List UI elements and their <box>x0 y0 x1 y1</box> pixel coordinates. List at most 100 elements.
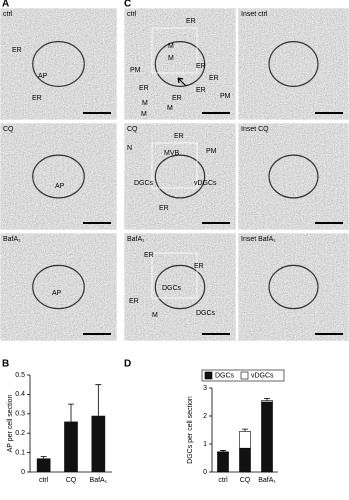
legend-label: vDGCs <box>251 372 274 379</box>
panel-label: A <box>2 0 9 10</box>
bar <box>64 421 78 472</box>
image-frame <box>123 7 237 121</box>
error-bar <box>264 397 270 401</box>
y-tick-label: 0 <box>21 469 25 476</box>
bar-segment <box>217 451 229 453</box>
y-tick-label: 0.1 <box>15 449 25 456</box>
panel-label: C <box>124 0 131 10</box>
image-label: ER <box>144 252 154 259</box>
organelle <box>268 154 319 199</box>
image-label: AP <box>55 183 65 190</box>
em-texture <box>238 8 349 120</box>
x-tick-label: CQ <box>66 477 77 484</box>
image-frame <box>123 122 237 231</box>
y-tick-label: 2 <box>203 413 207 420</box>
em-texture <box>124 123 236 230</box>
image-label: DGCs <box>196 310 216 317</box>
inset-box <box>151 27 198 74</box>
bar <box>91 415 106 472</box>
image-label: ER <box>209 75 219 82</box>
image-frame <box>0 7 118 121</box>
organelle <box>154 40 206 87</box>
image-frame <box>0 122 118 231</box>
image-label: ER <box>196 63 206 70</box>
image-label: M <box>168 55 174 62</box>
organelle <box>268 264 319 310</box>
image-label: DGCs <box>162 285 182 292</box>
image-title: ctrl <box>3 11 13 18</box>
inset-box <box>151 252 198 299</box>
image-label: DGCs <box>134 180 154 187</box>
image-frame <box>237 232 349 342</box>
image-label: vDGCs <box>194 180 217 187</box>
legend-label: DGCs <box>215 372 235 379</box>
y-tick-label: 0.5 <box>15 372 25 379</box>
image-title: CQ <box>127 126 138 133</box>
image-title: Inset CQ <box>241 126 269 133</box>
x-tick-label: ctrl <box>39 477 49 484</box>
image-title: BafA₁ <box>127 236 145 243</box>
arrow <box>177 77 187 87</box>
image-frame <box>237 7 349 121</box>
image-frame <box>0 232 118 342</box>
image-label: AP <box>52 290 62 297</box>
inset-box <box>151 142 198 189</box>
em-texture <box>0 123 117 230</box>
image-label: ER <box>12 47 22 54</box>
error-bar <box>242 428 248 432</box>
organelle <box>32 40 85 87</box>
image-label: ER <box>32 95 42 102</box>
em-texture <box>124 8 236 120</box>
image-title: Inset ctrl <box>241 11 268 18</box>
x-tick-label: BafA₁ <box>258 477 276 484</box>
bar-segment <box>217 452 229 473</box>
em-texture <box>0 8 117 120</box>
organelle <box>32 264 85 310</box>
image-label: ER <box>172 95 182 102</box>
bar <box>36 458 51 472</box>
image-label: ER <box>159 205 169 212</box>
y-tick-label: 0.3 <box>15 411 25 418</box>
image-label: M <box>167 105 173 112</box>
y-axis-label: AP per cell section <box>7 394 14 452</box>
image-label: ER <box>186 18 196 25</box>
legend-swatch <box>240 371 249 380</box>
image-title: ctrl <box>127 11 137 18</box>
x-tick-label: CQ <box>240 477 251 484</box>
image-label: M <box>142 100 148 107</box>
y-tick-label: 0.4 <box>15 391 25 398</box>
bar-segment <box>239 431 251 449</box>
panel-label: B <box>2 359 9 370</box>
error-bar <box>220 450 226 452</box>
organelle <box>268 40 319 87</box>
image-label: ER <box>129 298 139 305</box>
image-label: MVB <box>164 150 180 157</box>
error-bar <box>40 456 47 459</box>
bar-segment <box>239 447 251 473</box>
organelle <box>154 154 206 199</box>
image-label: M <box>141 111 147 118</box>
y-axis-label: DGCs per cell section <box>187 396 194 464</box>
image-label: PM <box>220 93 231 100</box>
y-tick-label: 0 <box>203 469 207 476</box>
y-tick-label: 1 <box>203 441 207 448</box>
image-label: PM <box>130 67 141 74</box>
image-frame <box>237 122 349 231</box>
error-bar <box>95 384 102 416</box>
image-label: ER <box>196 87 206 94</box>
em-texture <box>238 123 349 230</box>
bar-segment <box>261 400 273 403</box>
image-label: N <box>127 145 132 152</box>
image-label: M <box>152 312 158 319</box>
x-tick-label: BafA₁ <box>90 477 108 484</box>
image-title: Inset BafA₁ <box>241 236 276 243</box>
error-bar <box>68 403 74 422</box>
image-title: CQ <box>3 126 14 133</box>
panel-label: D <box>124 359 131 370</box>
image-title: BafA₁ <box>3 236 21 243</box>
image-label: ER <box>194 263 204 270</box>
em-texture <box>124 233 236 341</box>
image-label: AP <box>38 73 48 80</box>
image-label: ER <box>174 133 184 140</box>
